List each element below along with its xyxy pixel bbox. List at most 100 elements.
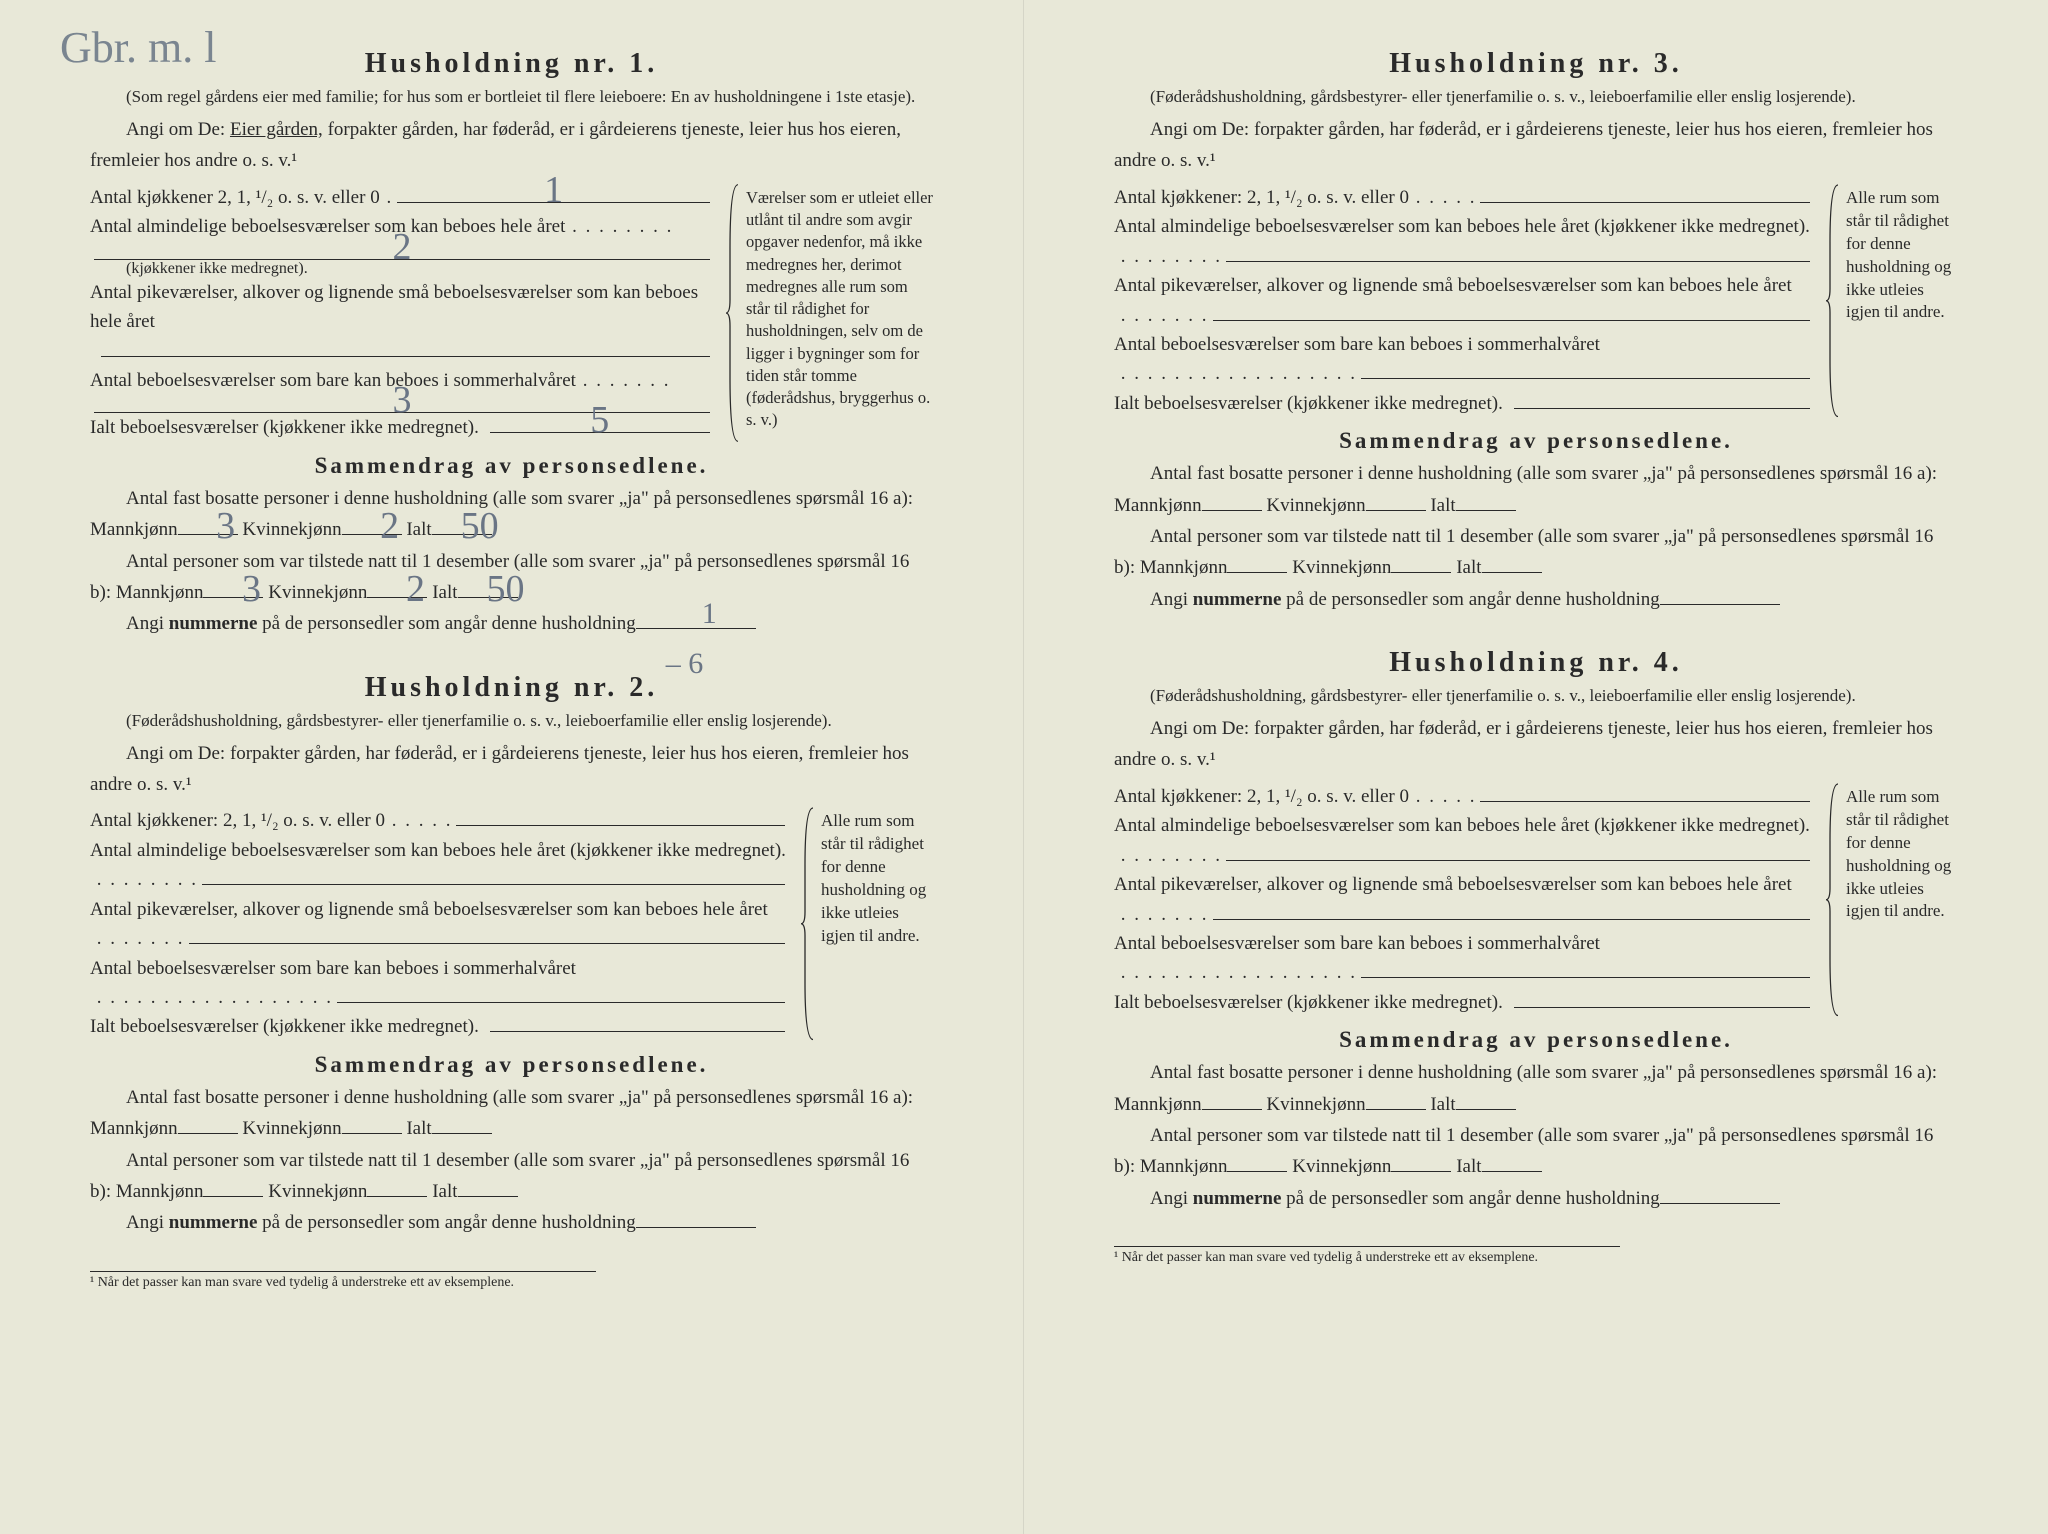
room-label: Antal almindelige beboelsesværelser som … xyxy=(90,212,565,241)
rooms-block: Antal kjøkkener 2, 1, ¹/₂ o. s. v. eller… xyxy=(90,183,714,443)
ialt-value-2 xyxy=(1482,557,1542,573)
household-3: Husholdning nr. 3. (Føderådshusholdning,… xyxy=(1114,48,1958,615)
room-label: Antal beboelsesværelser som bare kan beb… xyxy=(90,954,576,983)
kvinnekjonn-value xyxy=(1366,495,1426,511)
room-dots xyxy=(479,1012,486,1041)
room-label: Antal almindelige beboelsesværelser som … xyxy=(1114,811,1810,840)
room-value-blank xyxy=(202,867,785,885)
room-dots xyxy=(90,337,97,366)
side-note: Alle rum som står til rådighet for denne… xyxy=(803,806,933,1042)
footnote-right: ¹ Når det passer kan man svare ved tydel… xyxy=(1114,1246,1620,1266)
room-label: Antal pikeværelser, alkover og lignende … xyxy=(1114,271,1792,300)
angi-line: Angi om De: Eier gården, forpakter gårde… xyxy=(90,114,933,177)
room-label: Ialt beboelsesværelser (kjøkkener ikke m… xyxy=(1114,988,1503,1017)
room-line: Ialt beboelsesværelser (kjøkkener ikke m… xyxy=(1114,988,1814,1017)
household-4: Husholdning nr. 4. (Føderådshusholdning,… xyxy=(1114,647,1958,1214)
room-dots: . . . . . . . . . . . . . . . . . . xyxy=(1114,359,1357,388)
room-label: Antal almindelige beboelsesværelser som … xyxy=(90,836,786,865)
brace-icon xyxy=(1826,183,1840,419)
room-value-blank xyxy=(1514,391,1810,409)
room-label: Antal almindelige beboelsesværelser som … xyxy=(1114,212,1810,241)
rooms-block: Antal kjøkkener: 2, 1, ¹/₂ o. s. v. elle… xyxy=(90,806,789,1042)
angi-nummer-line: Angi nummerne på de personsedler som ang… xyxy=(1114,584,1958,615)
summary-line-1: Antal fast bosatte personer i denne hush… xyxy=(1114,1057,1958,1120)
mannkjonn-value-2 xyxy=(1227,557,1287,573)
room-value-blank xyxy=(101,339,710,357)
summary-line-1: Antal fast bosatte personer i denne hush… xyxy=(1114,458,1958,521)
angi-nummer-line: Angi nummerne på de personsedler som ang… xyxy=(90,1207,933,1238)
room-line: Ialt beboelsesværelser (kjøkkener ikke m… xyxy=(90,1012,789,1041)
room-dots: . . . . . . . . . . . . . . . . . . xyxy=(1114,958,1357,987)
household-title: Husholdning nr. 3. xyxy=(1114,48,1958,80)
room-value-blank: 1 xyxy=(397,185,710,203)
household-title: Husholdning nr. 4. xyxy=(1114,647,1958,679)
brace-icon xyxy=(726,183,740,443)
angi-nummer-line: Angi nummerne på de personsedler som ang… xyxy=(1114,1183,1958,1214)
room-dots xyxy=(1503,389,1510,418)
summary-line-2: Antal personer som var tilstede natt til… xyxy=(1114,521,1958,584)
ialt-value-2: 50 xyxy=(458,582,518,598)
mannkjonn-value-2: 3 xyxy=(203,582,263,598)
household-subnote: (Føderådshusholdning, gårdsbestyrer- ell… xyxy=(1114,86,1958,108)
room-label: Antal pikeværelser, alkover og lignende … xyxy=(90,895,768,924)
angi-line: Angi om De: forpakter gården, har føderå… xyxy=(90,738,933,801)
room-value-blank xyxy=(1361,361,1810,379)
room-label: Antal beboelsesværelser som bare kan beb… xyxy=(1114,929,1600,958)
ialt-value xyxy=(1456,1094,1516,1110)
room-label: Antal kjøkkener: 2, 1, ¹/₂ o. s. v. elle… xyxy=(90,806,385,835)
room-dots: . . . . . . . xyxy=(1114,301,1209,330)
room-dots xyxy=(479,413,486,442)
nummer-value: 1 – 6 xyxy=(636,613,756,629)
room-label: Antal kjøkkener: 2, 1, ¹/₂ o. s. v. elle… xyxy=(1114,183,1409,212)
summary-title: Sammendrag av personsedlene. xyxy=(1114,1027,1958,1053)
room-dots: . . . . . . . . . . . . . . . . . . xyxy=(90,983,333,1012)
kvinnekjonn-value-2 xyxy=(1391,557,1451,573)
room-line: Antal beboelsesværelser som bare kan beb… xyxy=(90,954,789,1013)
household-subnote: (Som regel gårdens eier med familie; for… xyxy=(90,86,933,108)
mannkjonn-value-2 xyxy=(203,1181,263,1197)
room-dots: . . . . . xyxy=(1409,782,1477,811)
room-line: Antal almindelige beboelsesværelser som … xyxy=(1114,212,1814,271)
kvinnekjonn-value-2: 2 xyxy=(367,582,427,598)
summary-title: Sammendrag av personsedlene. xyxy=(90,1052,933,1078)
room-label: Ialt beboelsesværelser (kjøkkener ikke m… xyxy=(1114,389,1503,418)
room-label: Ialt beboelsesværelser (kjøkkener ikke m… xyxy=(90,413,479,442)
side-note: Alle rum som står til rådighet for denne… xyxy=(1828,183,1958,419)
angi-line: Angi om De: forpakter gården, har føderå… xyxy=(1114,114,1958,177)
room-line: Antal pikeværelser, alkover og lignende … xyxy=(1114,271,1814,330)
room-value-blank xyxy=(1480,784,1810,802)
nummer-value xyxy=(636,1212,756,1228)
angi-line: Angi om De: forpakter gården, har føderå… xyxy=(1114,713,1958,776)
ialt-value xyxy=(1456,495,1516,511)
room-label: Antal pikeværelser, alkover og lignende … xyxy=(1114,870,1792,899)
room-value-blank xyxy=(1226,244,1810,262)
room-dots: . . . . . . . xyxy=(1114,900,1209,929)
room-value-blank xyxy=(337,985,785,1003)
right-page: Husholdning nr. 3. (Føderådshusholdning,… xyxy=(1024,0,2048,1534)
mannkjonn-value xyxy=(178,1118,238,1134)
ialt-value-2 xyxy=(1482,1156,1542,1172)
rooms-block: Antal kjøkkener: 2, 1, ¹/₂ o. s. v. elle… xyxy=(1114,183,1814,419)
room-label: Antal kjøkkener 2, 1, ¹/₂ o. s. v. eller… xyxy=(90,183,380,212)
room-line: Antal kjøkkener: 2, 1, ¹/₂ o. s. v. elle… xyxy=(1114,183,1814,212)
kvinnekjonn-value xyxy=(1366,1094,1426,1110)
mannkjonn-value-2 xyxy=(1227,1156,1287,1172)
left-page: Husholdning nr. 1. (Som regel gårdens ei… xyxy=(0,0,1024,1534)
summary-line-1: Antal fast bosatte personer i denne hush… xyxy=(90,483,933,546)
summary-title: Sammendrag av personsedlene. xyxy=(90,453,933,479)
room-line: Antal beboelsesværelser som bare kan beb… xyxy=(90,366,714,413)
room-value-blank xyxy=(1361,960,1810,978)
room-value-blank xyxy=(1514,990,1810,1008)
brace-icon xyxy=(1826,782,1840,1018)
kvinnekjonn-value xyxy=(342,1118,402,1134)
room-dots xyxy=(1503,988,1510,1017)
room-dots: . . . . . . . . xyxy=(90,865,198,894)
room-value-blank xyxy=(189,926,786,944)
ialt-value: 50 xyxy=(432,519,492,535)
nummer-value xyxy=(1660,589,1780,605)
rooms-block: Antal kjøkkener: 2, 1, ¹/₂ o. s. v. elle… xyxy=(1114,782,1814,1018)
room-value-blank xyxy=(1226,843,1810,861)
summary-title: Sammendrag av personsedlene. xyxy=(1114,428,1958,454)
room-label: Antal beboelsesværelser som bare kan beb… xyxy=(1114,330,1600,359)
room-value-blank xyxy=(1213,303,1811,321)
